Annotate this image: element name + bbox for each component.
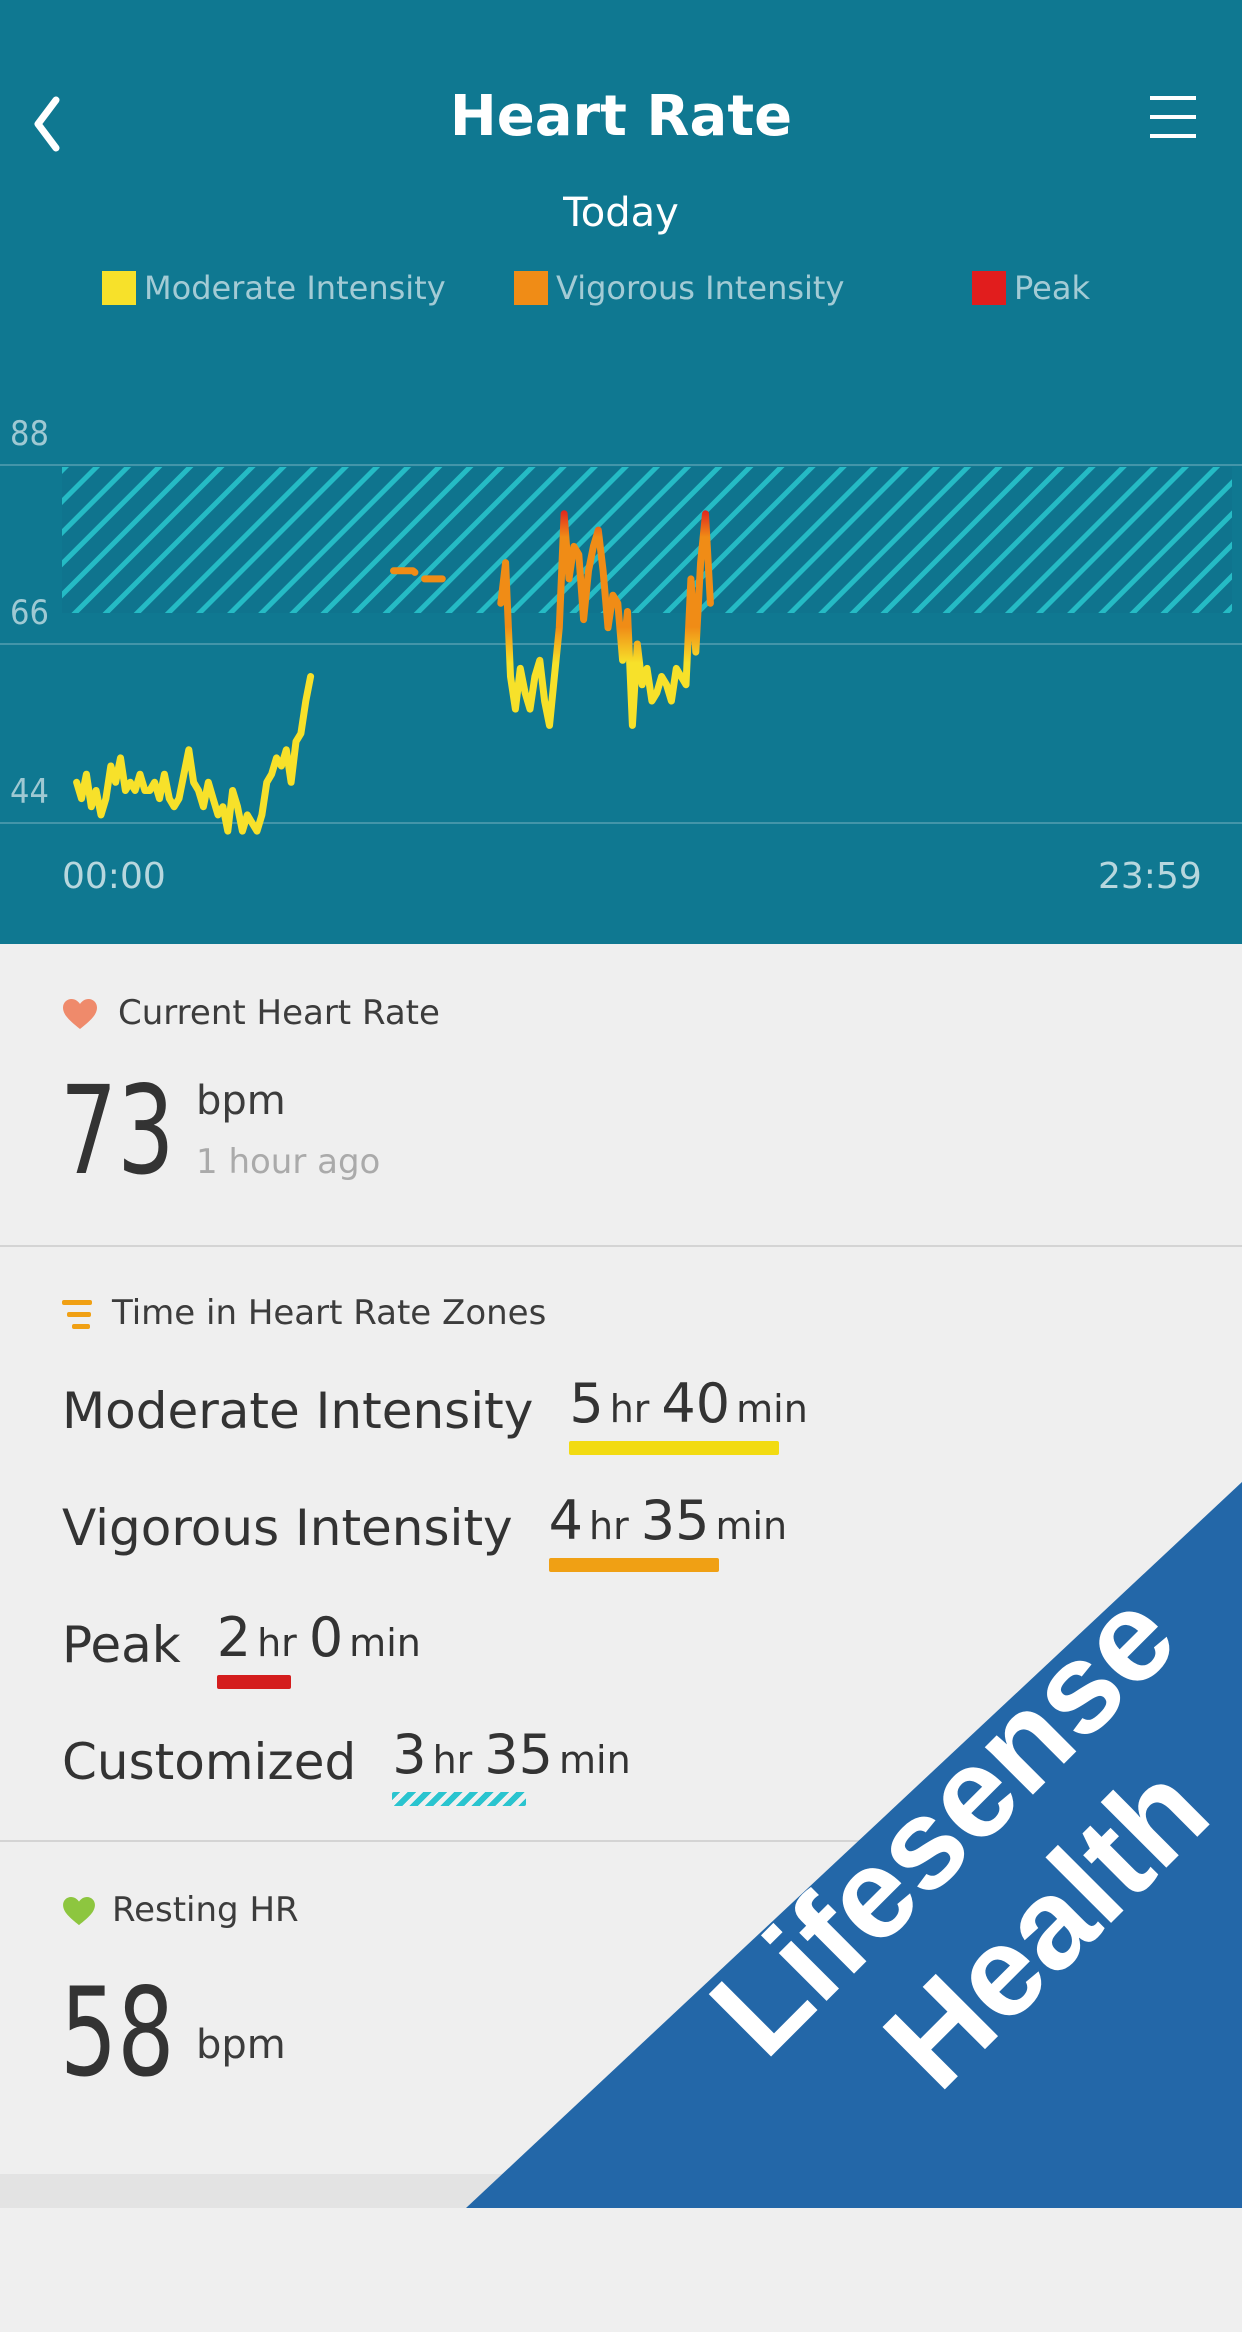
zones-bars-icon <box>62 1300 92 1329</box>
zone-name: Vigorous Intensity <box>62 1499 513 1557</box>
zone-minutes: 40 <box>661 1372 731 1435</box>
legend-label-moderate: Moderate Intensity <box>144 269 446 307</box>
resting-hr-unit: bpm <box>196 2022 286 2068</box>
zone-minutes: 35 <box>484 1723 553 1786</box>
legend-moderate: Moderate Intensity <box>102 268 446 308</box>
y-tick-66: 66 <box>10 593 49 633</box>
custom-zone-band <box>62 467 1232 613</box>
resting-hr-value: 58 <box>60 1962 175 2104</box>
zone-duration: 5 hr 40 min <box>569 1372 819 1455</box>
zone-hours: 2 <box>216 1606 252 1669</box>
zones-label: Time in Heart Rate Zones <box>112 1293 547 1333</box>
legend-peak: Peak <box>972 268 1090 308</box>
zone-bar-moderate <box>569 1441 780 1455</box>
zone-hours: 4 <box>548 1489 583 1552</box>
divider <box>0 1840 1242 1842</box>
zone-duration: 4 hr 35 min <box>548 1489 799 1572</box>
zone-bar-customized <box>392 1792 527 1806</box>
back-button[interactable] <box>24 92 80 156</box>
legend-vigorous: Vigorous Intensity <box>514 268 844 308</box>
x-tick-start: 00:00 <box>62 856 166 897</box>
zone-hours-unit: hr <box>432 1738 473 1782</box>
heart-rate-chart <box>0 464 1242 835</box>
y-tick-44: 44 <box>10 772 49 812</box>
resting-hr-label: Resting HR <box>112 1890 299 1930</box>
current-hr-time: 1 hour ago <box>196 1142 381 1182</box>
hr-series-early <box>73 673 315 835</box>
zone-duration: 3 hr 35 min <box>392 1723 642 1806</box>
heart-icon <box>63 999 97 1029</box>
zone-hours-unit: hr <box>609 1387 650 1431</box>
x-tick-end: 23:59 <box>1098 856 1202 897</box>
chevron-left-icon <box>34 96 60 152</box>
zone-minutes: 0 <box>308 1606 344 1669</box>
divider <box>0 1245 1242 1247</box>
zone-minutes-unit: min <box>715 1504 788 1548</box>
zone-hours: 5 <box>569 1372 604 1435</box>
zone-bar-peak <box>216 1675 291 1689</box>
zone-row-moderate: Moderate Intensity 5 hr 40 min <box>62 1372 820 1462</box>
legend-swatch-moderate <box>102 271 136 305</box>
hamburger-menu-icon <box>1150 96 1196 138</box>
zone-hours: 3 <box>392 1723 427 1786</box>
green-heart-icon <box>63 1896 95 1926</box>
zone-duration: 2 hr 0 min <box>216 1606 433 1689</box>
zone-name: Peak <box>62 1616 181 1674</box>
legend-swatch-peak <box>972 271 1006 305</box>
menu-button[interactable] <box>1146 90 1200 144</box>
zone-row-customized: Customized 3 hr 35 min <box>62 1723 643 1813</box>
legend-label-vigorous: Vigorous Intensity <box>556 269 845 307</box>
legend-label-peak: Peak <box>1014 269 1090 307</box>
header-panel: Heart Rate Today Moderate Intensity Vigo… <box>0 0 1242 944</box>
current-hr-value: 73 <box>60 1060 175 1202</box>
y-tick-88: 88 <box>10 414 49 454</box>
zone-minutes: 35 <box>640 1489 710 1552</box>
hr-series-midday <box>390 567 446 583</box>
brand-line-2: Health <box>857 1737 1236 2116</box>
page-title: Heart Rate <box>449 84 793 149</box>
legend-swatch-vigorous <box>514 271 548 305</box>
zone-minutes-unit: min <box>349 1621 421 1665</box>
zone-hours-unit: hr <box>257 1621 297 1665</box>
zone-name: Customized <box>62 1733 357 1791</box>
zone-minutes-unit: min <box>559 1738 631 1782</box>
current-hr-unit: bpm <box>196 1078 286 1124</box>
zone-hours-unit: hr <box>589 1504 629 1548</box>
zone-row-peak: Peak 2 hr 0 min <box>62 1606 433 1696</box>
zone-minutes-unit: min <box>736 1387 808 1431</box>
period-label: Today <box>563 190 679 236</box>
zone-bar-vigorous <box>548 1558 719 1572</box>
current-hr-label: Current Heart Rate <box>118 993 440 1033</box>
hr-series-afternoon <box>497 510 714 729</box>
zone-name: Moderate Intensity <box>62 1382 534 1440</box>
zone-row-vigorous: Vigorous Intensity 4 hr 35 min <box>62 1489 799 1579</box>
bottom-strip <box>0 2174 1242 2208</box>
